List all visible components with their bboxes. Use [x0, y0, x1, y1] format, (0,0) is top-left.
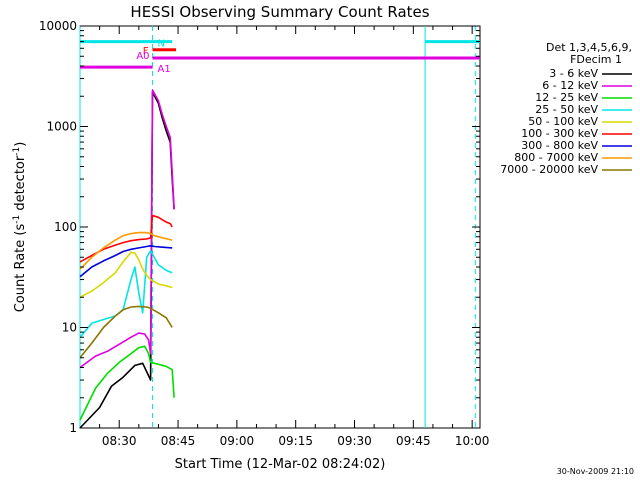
legend-label-6-12-kev: 6 - 12 keV — [542, 79, 598, 92]
series-line-7000-20000-kev — [79, 305, 173, 359]
legend-header-line1: Det 1,3,4,5,6,9, — [546, 41, 632, 54]
series-line-25-50-kev — [79, 250, 173, 338]
series-line-300-800-kev — [79, 245, 173, 278]
y-axis-label-sup1: -1 — [12, 215, 22, 224]
series-line-800-7000-kev — [79, 231, 173, 270]
x-axis-ticks: 08:30 08:45 09:00 09:15 09:30 09:45 10:00 — [99, 26, 490, 448]
flag-label-a0: A0 — [136, 51, 149, 62]
series-line-12-25-kev — [79, 345, 175, 421]
legend-label-800-7000-kev: 800 - 7000 keV — [514, 151, 598, 164]
x-tick-label: 08:45 — [161, 434, 196, 448]
y-tick-label: 10000 — [39, 19, 77, 33]
flag-label-n: N — [158, 39, 165, 50]
x-axis-label: Start Time (12-Mar-02 08:24:02) — [175, 457, 386, 472]
vertical-markers — [79, 26, 476, 428]
legend-label-3-6-kev: 3 - 6 keV — [549, 67, 598, 80]
series-line-100-300-kev — [79, 214, 173, 263]
y-axis-label-part1: Count Rate (s — [13, 224, 28, 313]
y-axis-label-part3: ) — [13, 142, 28, 147]
series-line-6-12-kev — [79, 89, 175, 369]
x-tick-label: 09:15 — [278, 434, 313, 448]
flag-label-a1: A1 — [158, 64, 171, 75]
y-tick-label: 10 — [62, 321, 77, 335]
x-tick-label: 09:00 — [220, 434, 255, 448]
y-tick-label: 1000 — [46, 120, 77, 134]
y-tick-label: 1 — [69, 421, 77, 435]
y-tick-label: 100 — [54, 220, 77, 234]
timestamp: 30-Nov-2009 21:10 — [557, 467, 634, 476]
y-axis-ticks: 1 10 100 1000 10000 — [39, 19, 480, 435]
y-axis-label-sup2: -1 — [12, 147, 22, 156]
legend-label-300-800-kev: 300 - 800 keV — [521, 139, 598, 152]
plot-area — [79, 25, 481, 429]
legend-label-100-300-kev: 100 - 300 keV — [521, 127, 598, 140]
y-axis-label-part2: detector — [13, 155, 28, 215]
legend-label-7000-20000-kev: 7000 - 20000 keV — [500, 163, 598, 176]
x-tick-label: 09:30 — [337, 434, 372, 448]
chart-title: HESSI Observing Summary Count Rates — [130, 3, 429, 21]
series-line-50-100-kev — [79, 251, 173, 298]
series-lines — [79, 89, 175, 429]
flag-label-f: F — [143, 46, 149, 57]
legend-header-line2: FDecim 1 — [570, 53, 622, 66]
x-tick-label: 10:00 — [455, 434, 490, 448]
legend-label-12-25-kev: 12 - 25 keV — [535, 91, 598, 104]
plot-frame — [79, 25, 481, 429]
legend-label-50-100-kev: 50 - 100 keV — [528, 115, 598, 128]
x-tick-label: 08:30 — [102, 434, 137, 448]
legend-label-25-50-kev: 25 - 50 keV — [535, 103, 598, 116]
y-axis-label: Count Rate (s-1 detector-1) — [12, 142, 28, 313]
series-line-3-6-kev — [79, 91, 175, 429]
x-tick-label: 09:45 — [396, 434, 431, 448]
